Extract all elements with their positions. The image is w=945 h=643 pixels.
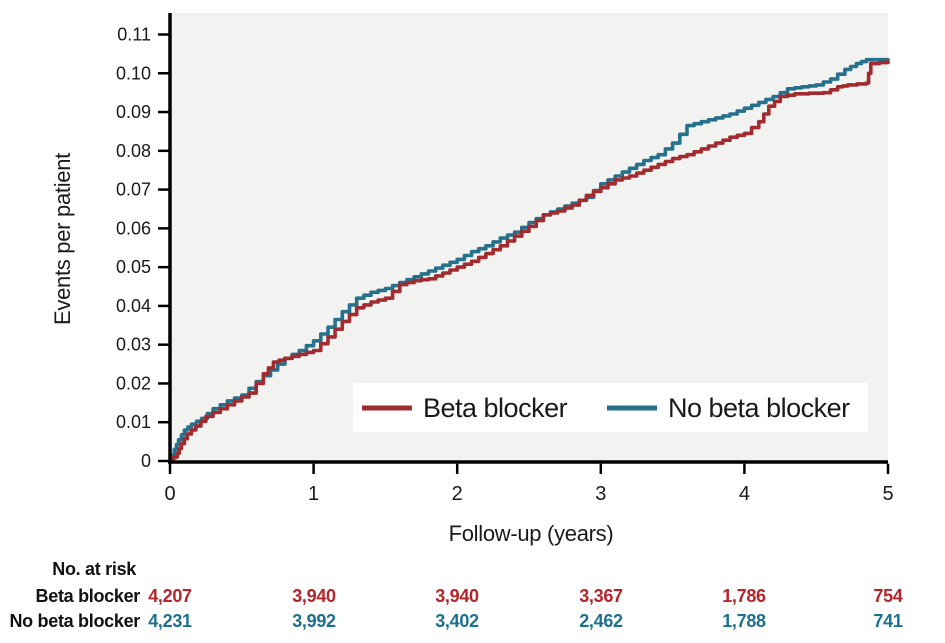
y-tick-label-0.02: 0.02 <box>116 373 151 393</box>
x-tick-label-0: 0 <box>164 483 175 505</box>
risk-value-no-beta-blocker-year-5: 741 <box>873 611 903 631</box>
risk-row-label-no-beta-blocker: No beta blocker <box>9 611 140 631</box>
y-tick-label-0.06: 0.06 <box>116 218 151 238</box>
risk-row-label-beta-blocker: Beta blocker <box>35 586 141 606</box>
y-tick-label-0.08: 0.08 <box>116 141 151 161</box>
risk-value-beta-blocker-year-0: 4,207 <box>148 586 192 606</box>
y-tick-label-0.11: 0.11 <box>117 25 151 45</box>
x-tick-label-1: 1 <box>308 483 319 505</box>
risk-table-title: No. at risk <box>52 559 136 579</box>
risk-value-beta-blocker-year-1: 3,940 <box>292 586 336 606</box>
risk-value-no-beta-blocker-year-2: 3,402 <box>435 611 479 631</box>
y-tick-label-0.03: 0.03 <box>116 335 151 355</box>
y-tick-label-0.10: 0.10 <box>116 63 151 83</box>
risk-value-no-beta-blocker-year-0: 4,231 <box>148 611 192 631</box>
risk-value-beta-blocker-year-2: 3,940 <box>435 586 479 606</box>
legend-label-no-beta-blocker: No beta blocker <box>668 393 850 423</box>
beta-blocker-curve <box>168 59 890 463</box>
x-tick-label-5: 5 <box>882 483 893 505</box>
risk-value-beta-blocker-year-5: 754 <box>873 586 903 606</box>
y-tick-label-0.07: 0.07 <box>116 180 151 200</box>
y-tick-label-0.01: 0.01 <box>116 412 151 432</box>
x-tick-label-4: 4 <box>739 483 750 505</box>
x-tick-label-2: 2 <box>452 483 463 505</box>
risk-value-no-beta-blocker-year-4: 1,788 <box>722 611 766 631</box>
y-tick-label-0: 0 <box>141 451 151 471</box>
risk-value-beta-blocker-year-3: 3,367 <box>579 586 623 606</box>
x-axis-title: Follow-up (years) <box>448 521 614 546</box>
y-tick-label-0.05: 0.05 <box>116 257 151 277</box>
x-tick-label-3: 3 <box>595 483 606 505</box>
risk-value-beta-blocker-year-4: 1,786 <box>722 586 766 606</box>
y-tick-label-0.04: 0.04 <box>116 296 151 316</box>
risk-value-no-beta-blocker-year-1: 3,992 <box>292 611 336 631</box>
y-tick-label-0.09: 0.09 <box>116 102 151 122</box>
legend-label-beta-blocker: Beta blocker <box>423 393 568 423</box>
risk-value-no-beta-blocker-year-3: 2,462 <box>579 611 623 631</box>
